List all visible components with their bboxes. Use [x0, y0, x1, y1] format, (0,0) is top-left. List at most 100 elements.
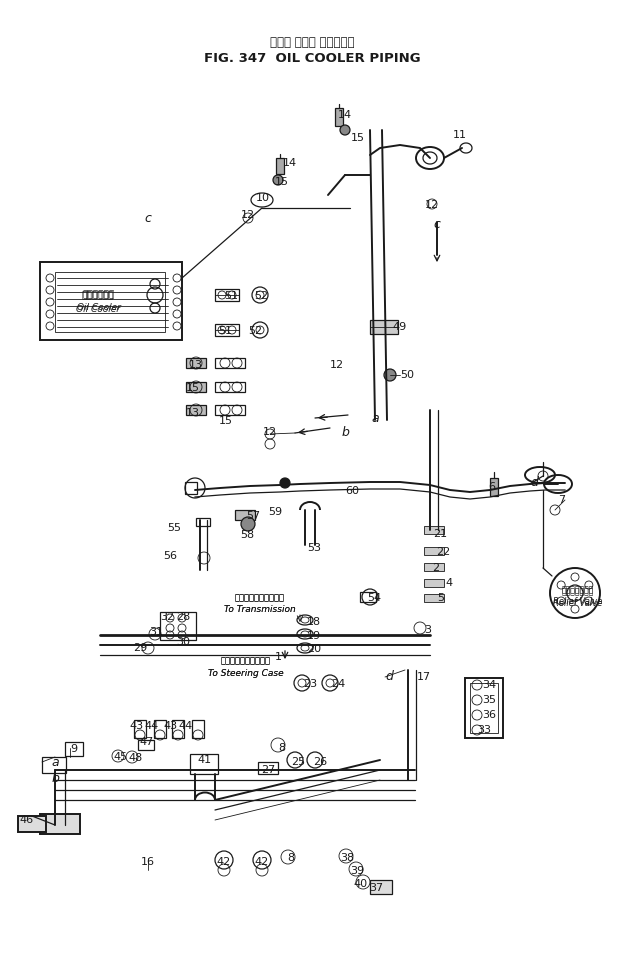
Text: c: c [144, 211, 151, 224]
Text: 7: 7 [559, 495, 566, 505]
Bar [424, 579, 444, 587]
Text: 56: 56 [163, 551, 177, 561]
Text: Relief Valve: Relief Valve [553, 598, 602, 608]
Bar [172, 720, 184, 738]
Text: リリーフバルブ: リリーフバルブ [562, 585, 594, 594]
Text: d: d [385, 670, 393, 684]
Text: オイルクーラ: オイルクーラ [83, 290, 115, 299]
Bar [186, 382, 206, 392]
Text: 2: 2 [432, 563, 439, 573]
Text: 13: 13 [186, 408, 200, 418]
Text: 29: 29 [133, 643, 147, 653]
Text: b: b [341, 426, 349, 438]
Text: 51: 51 [218, 326, 232, 336]
Bar [186, 358, 206, 368]
Text: 46: 46 [20, 815, 34, 825]
Text: 13: 13 [189, 360, 203, 370]
Text: FIG. 347  OIL COOLER PIPING: FIG. 347 OIL COOLER PIPING [204, 52, 420, 64]
Text: 6: 6 [489, 482, 496, 492]
Bar [186, 405, 206, 415]
Circle shape [241, 517, 255, 531]
Bar [215, 289, 239, 301]
Text: 43: 43 [130, 721, 144, 731]
Bar [40, 262, 182, 340]
Text: 14: 14 [283, 158, 297, 168]
Bar [215, 405, 245, 415]
Bar [424, 563, 444, 571]
Text: 9: 9 [71, 744, 78, 754]
Bar [154, 720, 166, 738]
Text: To Transmission: To Transmission [224, 606, 296, 615]
Text: c: c [434, 218, 441, 232]
Text: 44: 44 [145, 721, 159, 731]
Text: 23: 23 [303, 679, 317, 689]
Text: 42: 42 [217, 857, 231, 867]
Bar [215, 358, 245, 368]
Text: 1: 1 [274, 652, 281, 662]
Bar [42, 757, 66, 773]
Text: To Transmission: To Transmission [224, 606, 296, 615]
Text: 58: 58 [240, 530, 254, 540]
Text: 12: 12 [425, 200, 439, 210]
Text: Relief Valve: Relief Valve [553, 597, 602, 607]
Text: オイル クーラ パイピング: オイル クーラ パイピング [270, 35, 354, 49]
Text: 27: 27 [261, 765, 275, 775]
Text: 51: 51 [224, 291, 238, 301]
Text: 25: 25 [291, 757, 305, 767]
Text: 53: 53 [307, 543, 321, 553]
Bar [490, 478, 498, 496]
Text: a: a [51, 757, 59, 769]
Bar [424, 594, 444, 602]
Text: 55: 55 [167, 523, 181, 533]
Text: 8: 8 [288, 853, 294, 863]
Text: リリーフバルブ: リリーフバルブ [562, 587, 594, 596]
Text: Oil Cooler: Oil Cooler [77, 304, 121, 313]
Text: 50: 50 [400, 370, 414, 380]
Circle shape [340, 125, 350, 135]
Text: 12: 12 [263, 427, 277, 437]
Bar [370, 320, 398, 334]
Circle shape [384, 369, 396, 381]
Bar [160, 612, 196, 640]
Text: 33: 33 [477, 725, 491, 735]
Text: b: b [51, 771, 59, 784]
Text: To Steering Case: To Steering Case [208, 668, 284, 678]
Text: d: d [530, 476, 538, 490]
Text: トランスミッションへ: トランスミッションへ [235, 593, 285, 603]
Bar [424, 547, 444, 555]
Text: 18: 18 [307, 617, 321, 627]
Text: 37: 37 [369, 883, 383, 893]
Text: 16: 16 [141, 857, 155, 867]
Text: 8: 8 [279, 743, 286, 753]
Bar [470, 683, 498, 733]
Text: 24: 24 [331, 679, 345, 689]
Circle shape [280, 478, 290, 488]
Text: 45: 45 [113, 752, 127, 762]
Text: 17: 17 [417, 672, 431, 682]
Bar [276, 158, 284, 174]
Text: 32: 32 [160, 612, 174, 622]
Text: トランスミッションへ: トランスミッションへ [235, 593, 285, 603]
Text: 54: 54 [367, 593, 381, 603]
Bar [370, 880, 392, 894]
Bar [360, 592, 376, 602]
Bar [40, 814, 80, 834]
Text: Oil Cooler: Oil Cooler [76, 305, 120, 314]
Bar [134, 720, 146, 738]
Text: 30: 30 [176, 637, 190, 647]
Text: 15: 15 [186, 383, 200, 393]
Bar [258, 762, 278, 774]
Bar [235, 510, 255, 520]
Text: 21: 21 [433, 529, 447, 539]
Text: 38: 38 [340, 853, 354, 863]
Bar [190, 754, 218, 774]
Bar [335, 108, 343, 126]
Text: To Steering Case: To Steering Case [208, 668, 284, 678]
Bar [215, 382, 245, 392]
Text: 57: 57 [246, 511, 260, 521]
Bar [65, 742, 83, 756]
Text: 44: 44 [179, 721, 193, 731]
Bar [192, 720, 204, 738]
Text: 4: 4 [446, 578, 452, 588]
Text: 31: 31 [149, 627, 163, 637]
